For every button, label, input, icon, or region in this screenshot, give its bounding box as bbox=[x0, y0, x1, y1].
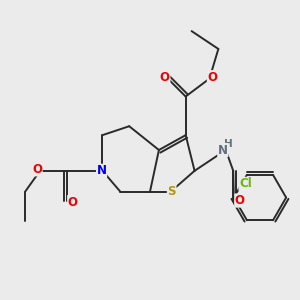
Text: O: O bbox=[235, 194, 245, 207]
Text: O: O bbox=[32, 163, 42, 176]
Text: O: O bbox=[207, 71, 218, 84]
Text: N: N bbox=[218, 143, 228, 157]
Text: O: O bbox=[160, 71, 170, 84]
Text: N: N bbox=[97, 164, 106, 177]
Text: S: S bbox=[167, 185, 176, 198]
Text: O: O bbox=[68, 196, 78, 208]
Text: H: H bbox=[224, 139, 233, 149]
Text: Cl: Cl bbox=[239, 177, 252, 190]
